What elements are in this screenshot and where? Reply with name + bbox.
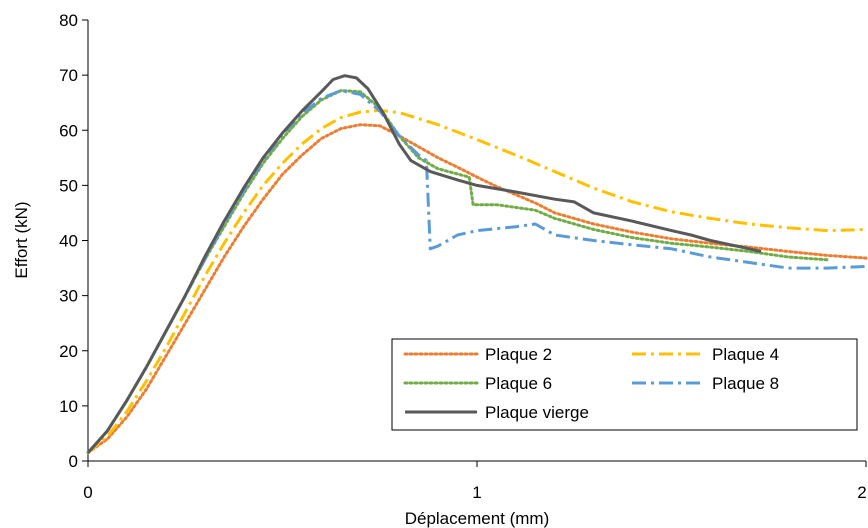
y-tick-label: 30 — [59, 287, 78, 306]
series-layer — [86, 74, 868, 455]
legend-items: Plaque 2 Plaque 4 Plaque 6 Plaque 8 Plaque v… — [403, 345, 779, 422]
y-tick-label: 80 — [59, 11, 78, 30]
x-tick-label: 1 — [472, 483, 481, 502]
y-tick-label: 60 — [59, 121, 78, 140]
legend-label: Plaque 8 — [712, 374, 779, 393]
y-tick-label: 70 — [59, 66, 78, 85]
series-line-plaque-4 — [87, 108, 867, 454]
legend-label: Plaque 6 — [485, 374, 552, 393]
y-tick-label: 50 — [59, 176, 78, 195]
x-tick-label: 2 — [857, 483, 866, 502]
y-tick-label: 10 — [59, 397, 78, 416]
legend-label: Plaque vierge — [485, 403, 589, 422]
y-tick-label: 20 — [59, 342, 78, 361]
x-ticks: 0 1 2 — [83, 461, 867, 502]
legend-label: Plaque 4 — [712, 345, 779, 364]
x-axis-title: Déplacement (mm) — [405, 509, 550, 528]
y-tick-label: 40 — [59, 232, 78, 251]
y-axis-title: Effort (kN) — [12, 201, 31, 278]
legend-label: Plaque 2 — [485, 345, 552, 364]
legend: Plaque 2 Plaque 4 Plaque 6 Plaque 8 Plaque v… — [391, 338, 858, 431]
series-line-plaque-vierge — [86, 74, 762, 454]
x-tick-label: 0 — [83, 483, 92, 502]
y-tick-label: 0 — [69, 452, 78, 471]
y-ticks: 0 10 20 30 40 50 60 70 80 — [59, 11, 88, 471]
